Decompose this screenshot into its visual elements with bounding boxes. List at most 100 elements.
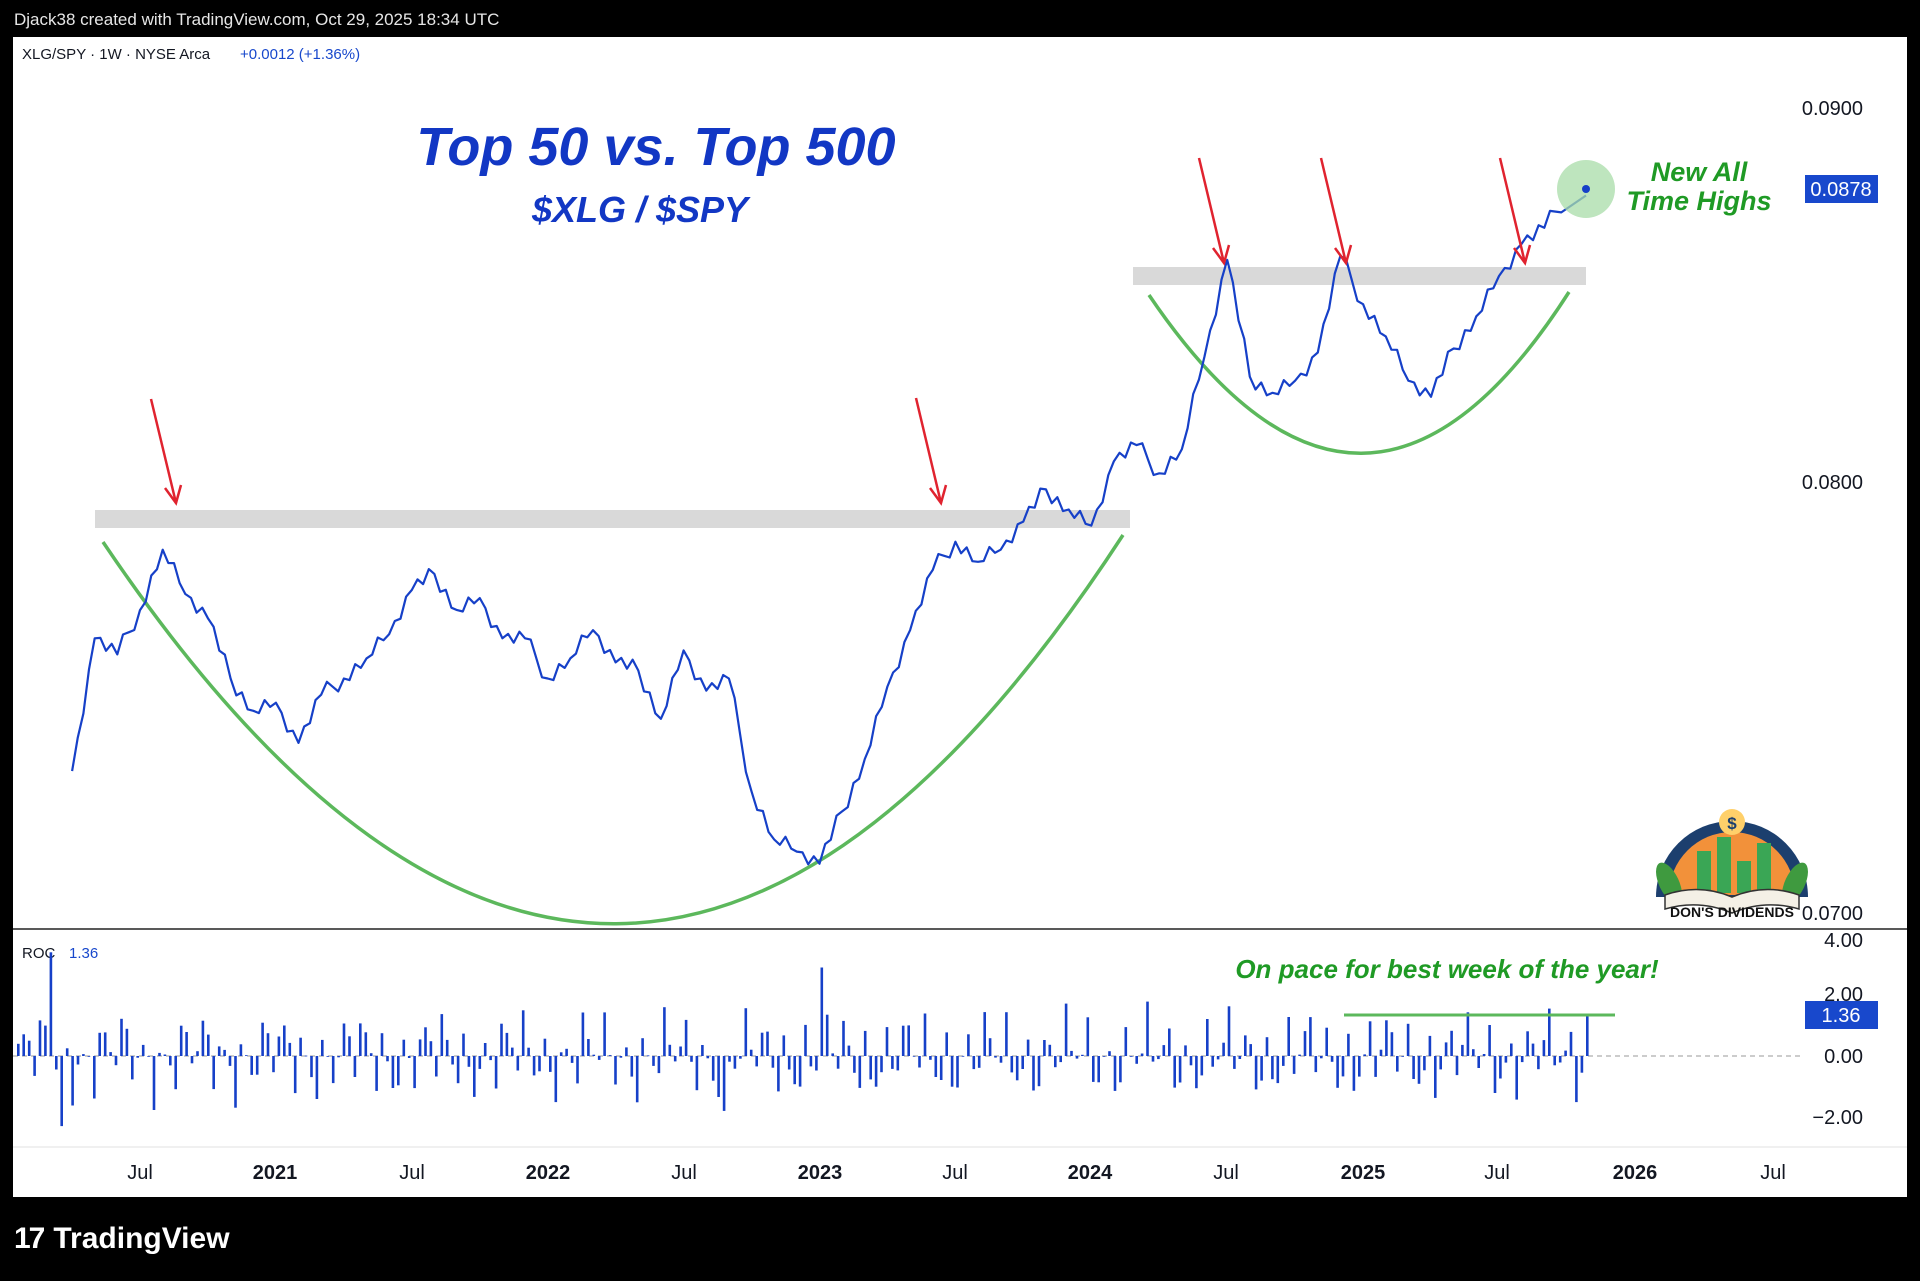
roc-bar [429,1041,433,1056]
roc-bar [462,1033,465,1056]
time-axis-label: 2024 [1068,1162,1113,1184]
roc-bar [1368,1021,1372,1056]
time-axis-label: 2022 [526,1162,571,1184]
roc-bar [483,1043,487,1056]
roc-bar [956,1056,959,1088]
tradingview-logo[interactable]: 17 TradingView [14,1222,230,1256]
roc-bar [283,1025,286,1056]
roc-bar [1477,1056,1480,1068]
roc-bar [266,1033,270,1056]
roc-bar [1385,1020,1388,1056]
roc-bar [587,1039,590,1056]
roc-bar [592,1054,596,1056]
roc-bar [418,1039,422,1056]
roc-bar [391,1056,395,1088]
roc-bar [359,1023,362,1056]
roc-bar [1178,1056,1182,1083]
roc-bar [1314,1056,1318,1073]
roc-bar [185,1032,188,1056]
roc-bar [1211,1056,1214,1067]
roc-bar [532,1056,536,1076]
dons-dividends-logo: $ DON'S DIVIDENDS [1656,809,1808,920]
roc-bar [456,1056,460,1084]
roc-bar [93,1056,96,1099]
roc-bar [939,1056,943,1080]
roc-bar [321,1039,324,1056]
roc-bar [152,1056,156,1110]
roc-bar [49,952,53,1056]
roc-bar [1059,1056,1062,1063]
roc-bar [885,1027,889,1056]
chart-svg[interactable]: XLG/SPY · 1W · NYSE Arca +0.0012 (+1.36%… [13,37,1907,1197]
roc-note: On pace for best week of the year! [1235,954,1659,984]
roc-bar [315,1056,319,1099]
roc-bar [934,1056,938,1077]
roc-bar [1515,1056,1518,1100]
roc-bar [337,1056,340,1058]
roc-bar [136,1056,139,1058]
roc-bar [505,1032,509,1056]
roc-bar [76,1056,80,1065]
roc-bar [1244,1035,1247,1056]
roc-bar [380,1033,384,1056]
roc-bar [255,1056,259,1075]
roc-bar [407,1056,411,1058]
roc-bar [901,1025,905,1056]
roc-bar [847,1045,851,1056]
roc-bar [1168,1028,1171,1056]
roc-bar [44,1025,47,1056]
roc-bar [1406,1023,1410,1056]
roc-bar [424,1027,427,1056]
roc-bar [1292,1056,1296,1074]
roc-bar [1347,1033,1350,1056]
roc-bar [1504,1056,1508,1063]
roc-bar [749,1049,753,1056]
time-axis[interactable]: Jul 2021 Jul 2022 Jul 2023 Jul 2024 Jul 2025 Jul 20… [127,1162,1786,1184]
red-arrow-icon [149,398,183,506]
roc-bars[interactable] [17,952,1589,1127]
roc-bar [1499,1056,1502,1079]
time-axis-label: Jul [1760,1162,1786,1184]
roc-bar [625,1047,628,1056]
roc-bar [1054,1056,1057,1068]
chart-title: Top 50 vs. Top 500 [416,117,895,177]
time-axis-label: Jul [399,1162,425,1184]
price-tick: 0.0800 [1802,472,1863,494]
roc-bar [234,1056,237,1108]
roc-bar [836,1056,840,1069]
roc-label[interactable]: ROC [22,945,56,962]
roc-bar [771,1056,775,1068]
roc-bar [1151,1056,1155,1062]
roc-bar [1325,1027,1328,1056]
chart-panel[interactable]: XLG/SPY · 1W · NYSE Arca +0.0012 (+1.36%… [13,37,1907,1197]
roc-bar [994,1056,997,1058]
roc-bar [798,1056,802,1087]
roc-bar [1075,1056,1079,1059]
roc-bar [1265,1037,1269,1056]
roc-bar [1488,1025,1491,1056]
roc-bar [1064,1003,1068,1056]
price-line-xlg-spy[interactable] [71,194,1587,866]
roc-bar [1189,1056,1193,1066]
price-tick: 0.0700 [1802,903,1863,925]
roc-bar [603,1012,606,1056]
ath-label-line2: Time Highs [1626,186,1771,216]
roc-bar [402,1039,406,1056]
roc-bar [1336,1056,1339,1088]
roc-bar [158,1052,161,1056]
roc-bar [190,1056,194,1064]
roc-bar [630,1056,634,1077]
roc-bar [1341,1056,1345,1077]
roc-bar [1461,1044,1464,1056]
cup-curve-large [101,534,1125,926]
roc-bar [169,1056,172,1066]
symbol-legend[interactable]: XLG/SPY · 1W · NYSE Arca [22,46,211,63]
roc-bar [1227,1006,1231,1056]
roc-bar [1466,1012,1470,1056]
roc-bar [1379,1049,1383,1056]
roc-bar [1330,1056,1334,1062]
roc-bar [196,1051,199,1056]
roc-bar [98,1032,101,1056]
roc-bar [972,1056,976,1070]
roc-bar [174,1056,177,1090]
